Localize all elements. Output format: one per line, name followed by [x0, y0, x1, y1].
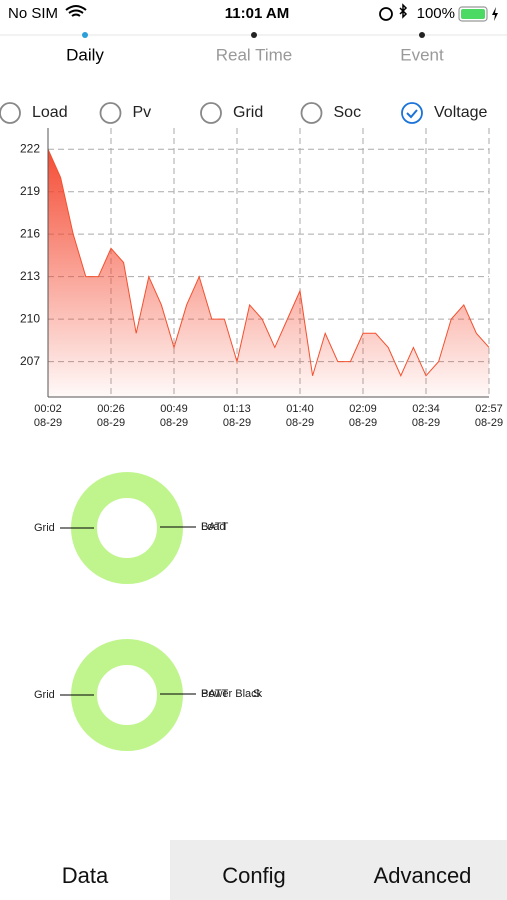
tab-dot — [251, 32, 257, 38]
y-tick-label: 210 — [20, 311, 40, 325]
donut-label: Power Black — [201, 688, 263, 700]
radio-label[interactable]: Voltage — [434, 104, 487, 121]
donut-label: S — [253, 688, 260, 700]
clock: 11:01 AM — [225, 5, 289, 22]
chart: 207 210 213 216 219 222 00:02 08-29 00:26 08-29 00… — [20, 128, 503, 429]
x-tick-date: 08-29 — [97, 417, 125, 429]
battery-percent: 100% — [417, 5, 455, 22]
radio[interactable] — [300, 102, 323, 124]
x-tick-label: 01:40 — [286, 403, 314, 415]
area-line — [47, 149, 490, 377]
battery-level — [461, 9, 485, 19]
x-tick-date: 08-29 — [160, 417, 188, 429]
bluetooth-icon — [399, 3, 408, 19]
donut-label: Load — [201, 521, 225, 533]
y-tick-label: 222 — [20, 141, 40, 155]
radio[interactable] — [0, 102, 21, 124]
radio[interactable] — [401, 102, 423, 124]
tab-label[interactable]: Event — [400, 45, 444, 64]
tab-label[interactable]: Real Time — [216, 45, 293, 64]
bottom-tabs: Data Config Advanced — [0, 840, 507, 900]
wifi-icon — [65, 5, 87, 17]
x-tick-date: 08-29 — [34, 417, 62, 429]
x-tick-label: 00:26 — [97, 403, 125, 415]
x-tick-label: 02:34 — [412, 403, 440, 415]
x-tick-date: 08-29 — [475, 417, 503, 429]
tab-dot — [82, 32, 88, 38]
y-tick-label: 219 — [20, 184, 40, 198]
radio-label[interactable]: Soc — [334, 104, 362, 121]
radio-label[interactable]: Pv — [133, 104, 152, 121]
top-tabs: Daily Real Time Event — [66, 32, 444, 64]
bottom-tab-label: Advanced — [374, 863, 472, 888]
radio-check — [406, 109, 418, 119]
x-tick-date: 08-29 — [223, 417, 251, 429]
x-tick-label: 01:13 — [223, 403, 251, 415]
x-tick-date: 08-29 — [286, 417, 314, 429]
x-tick-label: 00:49 — [160, 403, 188, 415]
area — [48, 149, 489, 397]
options: Load Pv Grid Soc Voltage — [0, 102, 487, 124]
x-tick-label: 02:57 — [475, 403, 503, 415]
x-tick-date: 08-29 — [349, 417, 377, 429]
y-tick-label: 213 — [20, 269, 40, 283]
tab-label[interactable]: Daily — [66, 45, 104, 64]
tab-dot — [419, 32, 425, 38]
battery-outline — [458, 6, 488, 22]
donut-label: BATT — [201, 688, 229, 700]
x-tick-label: 02:09 — [349, 403, 377, 415]
bottom-tab[interactable] — [0, 840, 170, 900]
x-tick-date: 08-29 — [412, 417, 440, 429]
y-tick-label: 216 — [20, 226, 40, 240]
y-tick-label: 207 — [20, 354, 40, 368]
radio-label[interactable]: Load — [32, 104, 68, 121]
donut-label: Grid — [34, 689, 55, 701]
radio[interactable] — [200, 102, 222, 124]
carrier: No SIM — [8, 5, 58, 22]
lock-icon — [379, 7, 393, 21]
bottom-tab-label: Config — [222, 863, 286, 888]
radio-label[interactable]: Grid — [233, 104, 263, 121]
bottom-tab-label: Data — [62, 863, 109, 888]
donut-label: Grid — [34, 522, 55, 534]
x-tick-label: 00:02 — [34, 403, 62, 415]
radio[interactable] — [99, 102, 122, 124]
charging-icon — [492, 7, 498, 21]
bottom-tab[interactable] — [170, 840, 338, 900]
bottom-tab[interactable] — [338, 840, 507, 900]
donut-label: BATT — [201, 521, 229, 533]
